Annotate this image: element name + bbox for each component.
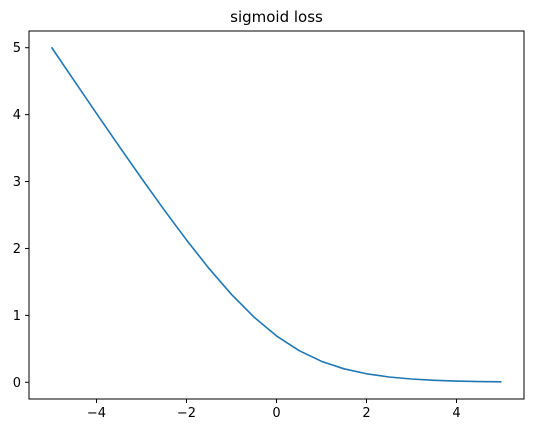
series-line	[50, 46, 502, 383]
y-tick-label: 1	[13, 309, 21, 324]
series-group	[50, 46, 502, 383]
x-tick-label: 0	[272, 406, 280, 421]
y-tick-label: 2	[13, 242, 21, 257]
x-axis: −4 −2 0 2 4	[87, 399, 461, 421]
x-tick-label: 4	[452, 406, 460, 421]
y-tick-label: 4	[13, 108, 21, 123]
x-tick-label: −4	[87, 406, 106, 421]
chart-title: sigmoid loss	[230, 8, 323, 26]
x-tick-label: −2	[177, 406, 196, 421]
y-axis: 0 1 2 3 4 5	[13, 41, 29, 391]
y-tick-label: 5	[13, 41, 21, 56]
y-tick-label: 0	[13, 376, 21, 391]
y-tick-label: 3	[13, 175, 21, 190]
plot-area	[28, 30, 525, 400]
x-tick-label: 2	[362, 406, 370, 421]
